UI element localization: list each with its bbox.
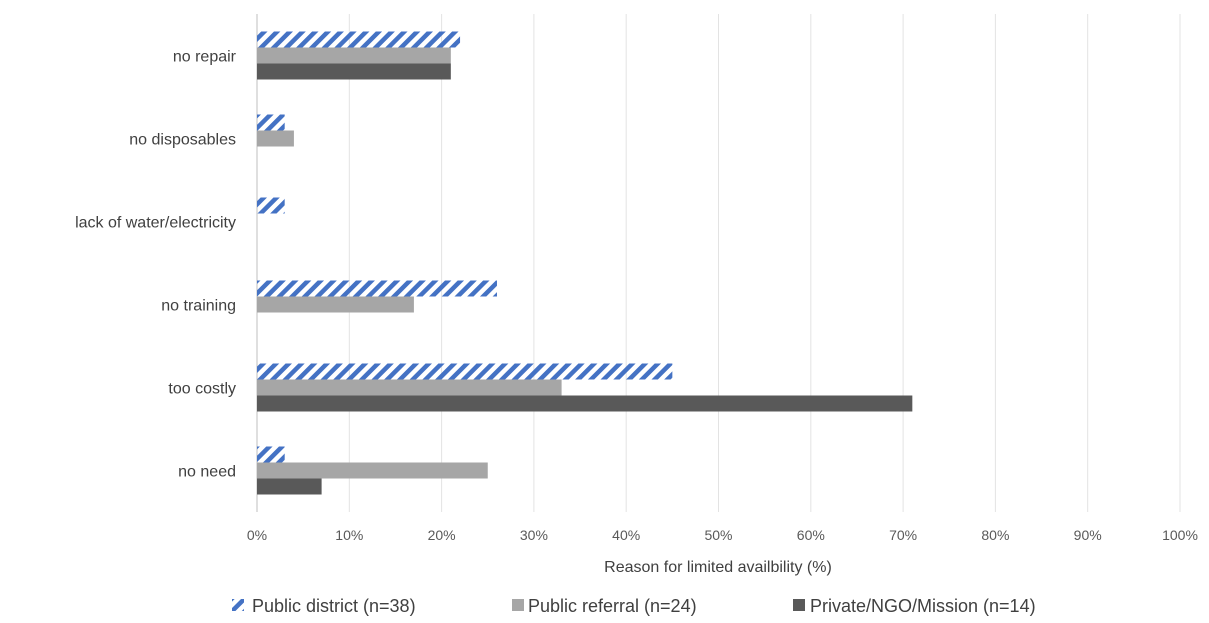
x-tick-label: 0% xyxy=(247,527,267,543)
bar xyxy=(257,478,322,495)
x-tick-label: 100% xyxy=(1162,527,1198,543)
bar xyxy=(257,379,562,396)
bar xyxy=(257,395,913,412)
bar xyxy=(257,462,488,479)
bar xyxy=(257,63,451,80)
x-tick-label: 70% xyxy=(889,527,917,543)
legend: Public district (n=38) Public referral (n… xyxy=(232,596,1036,616)
legend-label: Public district (n=38) xyxy=(252,596,416,616)
bar xyxy=(257,296,414,313)
x-tick-label: 80% xyxy=(981,527,1009,543)
bars xyxy=(257,31,913,495)
bar xyxy=(257,363,673,380)
category-label: no repair xyxy=(173,49,237,66)
category-label: no training xyxy=(161,298,236,315)
bar xyxy=(257,197,285,214)
x-tick-label: 50% xyxy=(704,527,732,543)
x-tick-label: 20% xyxy=(428,527,456,543)
legend-label: Public referral (n=24) xyxy=(528,596,697,616)
x-tick-label: 30% xyxy=(520,527,548,543)
x-axis-title: Reason for limited availbility (%) xyxy=(604,559,832,576)
bar xyxy=(257,31,461,48)
category-label: lack of water/electricity xyxy=(75,215,236,232)
category-label: no need xyxy=(178,464,236,481)
bar xyxy=(257,114,285,131)
category-label: too costly xyxy=(168,381,236,398)
x-tick-label: 10% xyxy=(335,527,363,543)
category-labels: no repair no disposables lack of water/ele… xyxy=(75,49,237,481)
legend-swatch xyxy=(512,599,524,611)
bar xyxy=(257,47,451,64)
x-tick-label: 90% xyxy=(1074,527,1102,543)
legend-swatch xyxy=(793,599,805,611)
category-label: no disposables xyxy=(129,132,236,149)
bar xyxy=(257,446,285,463)
bar xyxy=(257,280,497,297)
gridlines xyxy=(256,14,1181,512)
bar xyxy=(257,130,294,147)
x-tick-labels: 0% 10% 20% 30% 40% 50% 60% 70% 80% 90% 100% xyxy=(247,527,1198,543)
legend-swatch xyxy=(232,599,244,611)
x-tick-label: 40% xyxy=(612,527,640,543)
x-tick-label: 60% xyxy=(797,527,825,543)
legend-label: Private/NGO/Mission (n=14) xyxy=(810,596,1036,616)
